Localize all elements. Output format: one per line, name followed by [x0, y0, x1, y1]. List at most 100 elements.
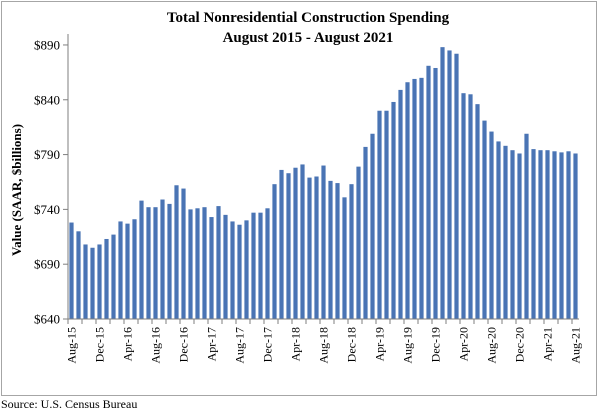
- bar-Nov-18: [342, 197, 347, 319]
- bar-Jun-16: [139, 200, 144, 319]
- bar-Jan-18: [272, 184, 277, 319]
- bar-Mar-20: [454, 53, 459, 319]
- bar-Dec-16: [181, 188, 186, 319]
- bar-Apr-20: [461, 93, 466, 319]
- bar-Sep-18: [328, 180, 333, 319]
- x-tick-label: Apr-17: [205, 327, 219, 361]
- bar-Jan-21: [524, 133, 529, 319]
- y-tick-label: $640: [34, 312, 60, 327]
- bar-Sep-20: [496, 141, 501, 319]
- x-tick-label: Aug-20: [485, 327, 499, 364]
- bars-group: [69, 47, 578, 320]
- x-tick-label: Aug-15: [65, 327, 79, 364]
- x-tick-label: Dec-19: [429, 327, 443, 362]
- bar-Sep-17: [244, 220, 249, 319]
- bar-May-16: [132, 219, 137, 319]
- y-tick-label: $740: [34, 202, 60, 217]
- x-tick-label: Aug-16: [149, 327, 163, 364]
- bar-Apr-19: [377, 110, 382, 319]
- source-note: Source: U.S. Census Bureau: [1, 397, 138, 411]
- bar-Dec-18: [349, 184, 354, 319]
- bar-Aug-20: [489, 131, 494, 319]
- bar-Oct-19: [419, 77, 424, 319]
- chart-title: Total Nonresidential Construction Spendi…: [167, 10, 450, 26]
- x-tick-label: Dec-17: [261, 327, 275, 362]
- bar-Jul-19: [398, 89, 403, 320]
- bar-Jan-17: [188, 209, 193, 319]
- axes-group: $640 $690 $740 $790 $840 $890 Aug-15 Dec-15 Apr-…: [34, 34, 583, 364]
- bar-Nov-17: [258, 212, 263, 319]
- bar-Nov-16: [174, 185, 179, 319]
- x-tick-label: Dec-15: [93, 327, 107, 362]
- bar-Mar-19: [370, 133, 375, 319]
- bar-Sep-16: [160, 199, 165, 319]
- bar-Oct-18: [335, 183, 340, 319]
- x-tick-label: Aug-19: [401, 327, 415, 364]
- bar-Nov-20: [510, 150, 515, 319]
- bar-Dec-15: [97, 244, 102, 319]
- y-tick-label: $840: [34, 92, 60, 107]
- bar-Feb-16: [111, 234, 116, 319]
- bar-Jun-19: [391, 101, 396, 320]
- bar-Feb-18: [279, 169, 284, 319]
- bar-Mar-17: [202, 207, 207, 319]
- bar-Aug-16: [153, 207, 158, 319]
- bar-May-20: [468, 94, 473, 319]
- bar-May-18: [300, 164, 305, 319]
- x-tick-label: Apr-18: [289, 327, 303, 361]
- bar-Oct-16: [167, 203, 172, 319]
- bar-Jun-21: [559, 152, 564, 319]
- x-tick-label: Aug-17: [233, 327, 247, 364]
- bar-Apr-16: [125, 223, 130, 319]
- chart-frame: [1, 1, 597, 396]
- chart-subtitle: August 2015 - August 2021: [223, 30, 394, 46]
- bar-Jun-20: [475, 104, 480, 320]
- bar-Aug-21: [573, 153, 578, 319]
- x-tick-label: Apr-20: [457, 327, 471, 361]
- bar-Jul-20: [482, 120, 487, 319]
- bar-Feb-17: [195, 208, 200, 319]
- bar-Jun-17: [223, 214, 228, 319]
- bar-Feb-19: [363, 146, 368, 319]
- bar-Feb-20: [447, 50, 452, 319]
- bar-Jun-18: [307, 177, 312, 319]
- bar-Oct-20: [503, 145, 508, 319]
- x-tick-label: Apr-16: [121, 327, 135, 361]
- bar-Oct-17: [251, 212, 256, 319]
- bar-Sep-15: [76, 231, 81, 319]
- bar-Aug-17: [237, 224, 242, 319]
- bar-Dec-20: [517, 153, 522, 319]
- bar-Aug-19: [405, 82, 410, 319]
- bar-Aug-18: [321, 165, 326, 319]
- bar-Jul-18: [314, 176, 319, 319]
- bar-Aug-15: [69, 222, 74, 319]
- bar-Nov-15: [90, 247, 95, 319]
- bar-Dec-19: [433, 67, 438, 319]
- x-tick-label: Dec-18: [345, 327, 359, 362]
- bar-Jul-21: [566, 151, 571, 319]
- bar-Mar-16: [118, 221, 123, 319]
- bar-Jan-19: [356, 166, 361, 319]
- bar-May-17: [216, 206, 221, 319]
- y-tick-label: $790: [34, 147, 60, 162]
- bar-Mar-18: [286, 173, 291, 319]
- y-axis-label: Value (SAAR, $billions): [9, 124, 24, 256]
- bar-Dec-17: [265, 208, 270, 319]
- y-tick-label: $690: [34, 257, 60, 272]
- bar-Sep-19: [412, 78, 417, 319]
- y-tick-label: $890: [34, 37, 60, 52]
- bar-Jan-20: [440, 47, 445, 320]
- bar-Oct-15: [83, 244, 88, 319]
- x-tick-label: Aug-21: [569, 327, 583, 364]
- bar-May-21: [552, 151, 557, 319]
- x-tick-label: Aug-18: [317, 327, 331, 364]
- x-tick-label: Apr-19: [373, 327, 387, 361]
- bar-Feb-21: [531, 149, 536, 319]
- bar-Jan-16: [104, 238, 109, 319]
- bar-Nov-19: [426, 65, 431, 319]
- bar-May-19: [384, 110, 389, 319]
- bar-Apr-17: [209, 217, 214, 319]
- bar-Apr-18: [293, 167, 298, 319]
